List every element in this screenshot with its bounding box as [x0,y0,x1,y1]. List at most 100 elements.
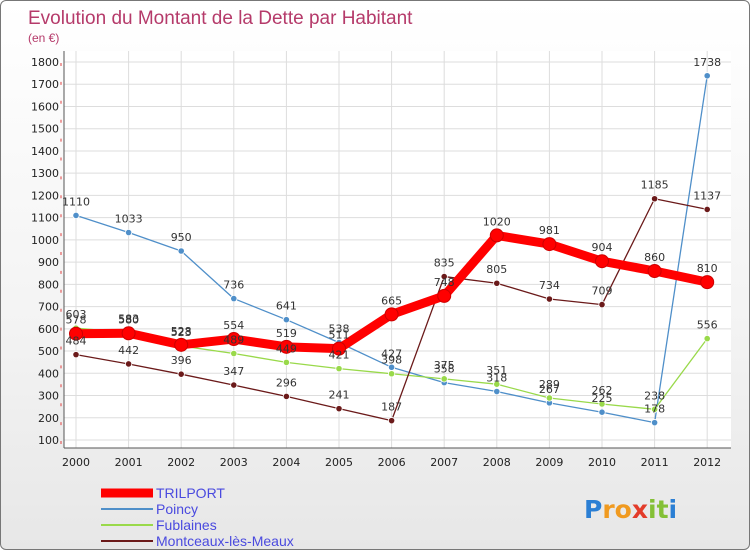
data-label-Poincy: 358 [434,363,455,376]
legend-label: Fublaines [156,517,217,533]
data-label-Montceaux-lès-Meaux: 241 [329,389,350,402]
data-label-Poincy: 225 [592,392,613,405]
y-tick-label: 1200 [31,189,59,202]
data-point-Poincy [703,72,711,80]
data-point-TRILPORT [226,332,241,347]
data-point-Fublaines [703,335,711,343]
data-label-Poincy: 538 [329,323,350,336]
data-label-Fublaines: 489 [223,334,244,347]
data-label-Montceaux-lès-Meaux: 835 [434,257,455,270]
data-label-Montceaux-lès-Meaux: 347 [223,365,244,378]
data-point-Fublaines [493,380,501,388]
legend-item: Montceaux-lès-Meaux [101,533,294,549]
data-label-TRILPORT: 580 [118,313,139,326]
data-point-Poincy [493,387,501,396]
data-point-Montceaux-lès-Meaux [125,360,133,368]
data-label-Poincy: 178 [644,403,665,416]
data-label-TRILPORT: 860 [644,251,665,264]
legend-item: TRILPORT [101,485,225,501]
data-label-TRILPORT: 904 [592,241,613,254]
data-label-TRILPORT: 528 [171,325,192,338]
y-tick-label: 200 [38,412,59,425]
x-tick-label: 2000 [62,456,90,469]
logo-letter: P [584,495,602,524]
data-point-TRILPORT [279,339,294,354]
y-tick-label: 500 [38,345,59,358]
data-point-TRILPORT [121,326,136,341]
data-point-TRILPORT [384,307,399,322]
logo-letter: x [632,495,648,524]
data-point-TRILPORT [647,264,662,279]
data-label-Fublaines: 262 [592,384,613,397]
data-point-Fublaines [230,349,238,358]
logo-letter: o [615,495,632,524]
legend-label: TRILPORT [156,485,225,501]
data-label-TRILPORT: 665 [381,294,402,307]
series-lines [69,72,715,427]
data-label-TRILPORT: 578 [66,314,87,327]
y-tick-label: 300 [38,390,59,403]
x-tick-label: 2001 [115,456,143,469]
data-label-Fublaines: 556 [697,319,718,332]
data-label-Fublaines: 583 [118,313,139,326]
y-tick-label: 600 [38,323,59,336]
data-point-Montceaux-lès-Meaux [230,381,238,389]
data-point-TRILPORT [174,337,189,352]
data-label-Montceaux-lès-Meaux: 396 [171,354,192,367]
data-label-TRILPORT: 810 [697,262,718,275]
data-point-Poincy [598,408,606,416]
data-label-Fublaines: 289 [539,378,560,391]
data-label-Montceaux-lès-Meaux: 442 [118,344,139,357]
data-point-Montceaux-lès-Meaux [177,370,185,378]
data-point-Fublaines [440,375,448,383]
data-label-Montceaux-lès-Meaux: 484 [66,335,87,348]
legend-item: Poincy [101,501,198,517]
legend-label: Montceaux-lès-Meaux [156,533,294,549]
data-label-Poincy: 1033 [115,213,143,226]
y-tick-label: 1500 [31,123,59,136]
chart-subtitle: (en €) [28,31,59,45]
data-point-Poincy [650,419,659,427]
data-label-TRILPORT: 1020 [483,215,511,228]
data-label-Montceaux-lès-Meaux: 734 [539,279,560,292]
data-point-Montceaux-lès-Meaux [387,417,396,425]
data-point-Fublaines [598,400,606,408]
data-label-TRILPORT: 981 [539,224,560,237]
x-tick-label: 2003 [220,456,248,469]
data-point-Montceaux-lès-Meaux [335,405,343,413]
data-point-Montceaux-lès-Meaux [650,195,659,203]
logo-letter: i [669,495,678,524]
data-point-TRILPORT [700,275,715,290]
proxiti-logo: Proxiti [584,495,677,524]
data-label-Poincy: 641 [276,300,297,313]
x-tick-label: 2002 [167,456,195,469]
data-point-Poincy [72,211,80,220]
data-label-Fublaines: 523 [171,326,192,339]
legend-item: Fublaines [101,517,217,533]
data-point-Montceaux-lès-Meaux [598,300,606,309]
data-point-Montceaux-lès-Meaux [440,272,448,281]
data-point-TRILPORT [437,288,452,303]
data-label-Poincy: 950 [171,231,192,244]
y-tick-label: 1100 [31,212,59,225]
data-label-Poincy: 318 [486,372,507,385]
x-tick-label: 2009 [535,456,563,469]
data-label-TRILPORT: 511 [329,329,350,342]
data-label-TRILPORT: 519 [276,327,297,340]
logo-letter: t [657,495,669,524]
data-labels: 578 580 528 554 519 511 665 748 1020 981 904 860 810… [62,56,721,416]
data-point-Fublaines [282,358,290,366]
x-tick-label: 2006 [378,456,406,469]
legend: TRILPORTPoincyFublainesMontceaux-lès-Mea… [101,485,294,549]
data-point-Montceaux-lès-Meaux [72,351,80,359]
data-label-Poincy: 267 [539,383,560,396]
data-label-Montceaux-lès-Meaux: 187 [381,401,402,414]
logo-letter: r [602,495,615,524]
chart-title: Evolution du Montant de la Dette par Hab… [28,8,413,29]
logo-text: Proxiti [584,495,677,524]
data-point-Poincy [282,316,290,324]
data-point-TRILPORT [69,326,83,341]
data-label-Poincy: 736 [223,279,244,292]
data-label-Montceaux-lès-Meaux: 1185 [641,179,669,192]
x-tick-label: 2011 [641,456,669,469]
